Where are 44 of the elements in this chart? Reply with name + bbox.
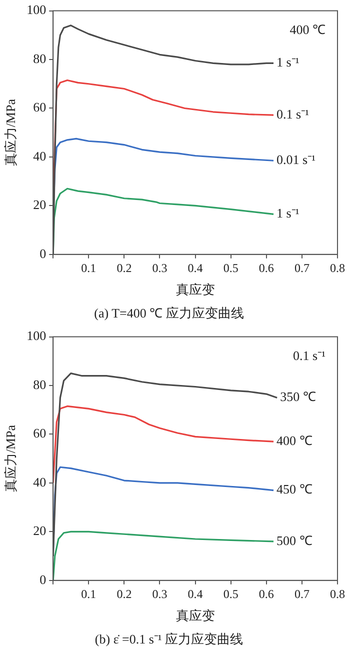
y-tick-label: 100 xyxy=(26,328,46,344)
x-tick-label: 0.8 xyxy=(330,586,345,601)
y-tick-label: 40 xyxy=(33,148,46,164)
x-tick-label: 0.4 xyxy=(188,586,203,601)
y-tick-label: 20 xyxy=(33,197,46,212)
y-tick-label: 20 xyxy=(33,523,46,538)
series-label: 1 s⁻¹ xyxy=(276,206,300,221)
series-label: 350 ℃ xyxy=(280,389,316,404)
series-label: 0.01 s⁻¹ xyxy=(276,152,316,168)
series-label: 500 ℃ xyxy=(276,532,312,548)
y-tick-label: 60 xyxy=(33,100,46,115)
x-axis-title: 真应变 xyxy=(176,282,215,298)
x-tick-label: 0.7 xyxy=(294,586,310,601)
annotation: 0.1 s⁻¹ xyxy=(293,348,326,364)
y-tick-label: 80 xyxy=(33,376,46,392)
x-tick-label: 0.1 xyxy=(81,586,96,601)
annotation: 400 ℃ xyxy=(290,22,326,38)
x-axis-title: 真应变 xyxy=(176,608,215,624)
x-tick-label: 0.1 xyxy=(81,260,96,275)
x-tick-label: 0.4 xyxy=(188,260,203,275)
x-tick-label: 0.3 xyxy=(152,260,168,275)
y-axis-title: 真应力/MPa xyxy=(3,98,18,166)
text: (a) T=400 ℃ 应力应变曲线 xyxy=(94,306,244,321)
x-tick-label: 0.3 xyxy=(152,586,168,601)
series-label: 450 ℃ xyxy=(276,482,312,497)
y-tick-label: 80 xyxy=(33,50,46,66)
series-label: 400 ℃ xyxy=(276,432,312,448)
y-tick-label: 100 xyxy=(26,2,46,18)
x-tick-label: 0.2 xyxy=(116,260,132,275)
x-tick-label: 0.5 xyxy=(223,586,238,601)
y-tick-label: 0 xyxy=(40,246,46,261)
x-tick-label: 0.6 xyxy=(258,260,274,275)
x-tick-label: 0.6 xyxy=(258,586,274,601)
y-axis-title: 真应力/MPa xyxy=(3,424,18,492)
series-label: 1 s⁻¹ xyxy=(276,54,300,70)
x-tick-label: 0.8 xyxy=(330,260,345,275)
x-tick-label: 0.2 xyxy=(116,586,132,601)
series-label: 0.1 s⁻¹ xyxy=(276,106,310,122)
text: (b) ε̇ =0.1 s⁻¹ 应力应变曲线 xyxy=(94,632,244,647)
y-tick-label: 0 xyxy=(40,572,46,587)
y-tick-label: 40 xyxy=(33,474,46,490)
y-tick-label: 60 xyxy=(33,426,46,441)
x-tick-label: 0.5 xyxy=(223,260,238,275)
x-tick-label: 0.7 xyxy=(294,260,310,275)
